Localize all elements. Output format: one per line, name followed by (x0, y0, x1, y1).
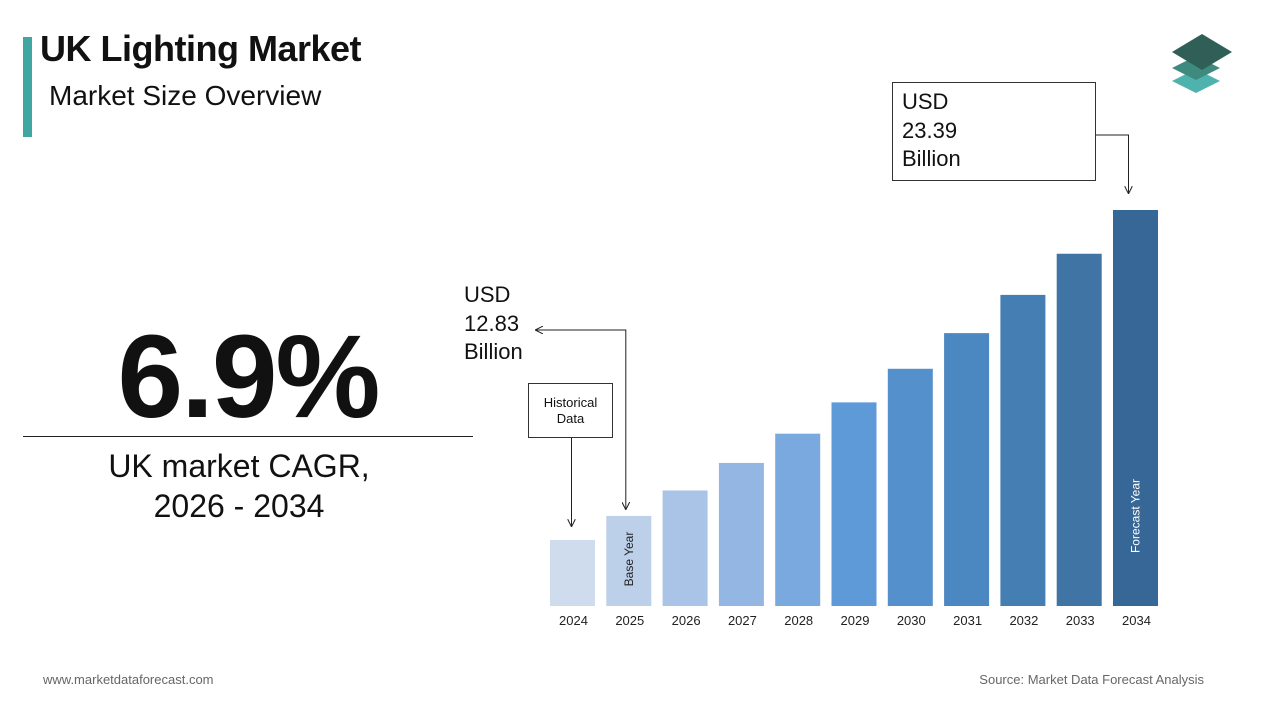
x-tick-label-2025: 2025 (615, 613, 644, 628)
bar-2026 (662, 490, 708, 606)
end-value-callout-box (892, 82, 1096, 181)
end-value-unit: Billion (902, 146, 961, 171)
x-tick-label-2031: 2031 (953, 613, 982, 628)
cagr-value: 6.9% (117, 311, 381, 443)
logo-layer-bottom (1172, 69, 1220, 93)
page-subtitle: Market Size Overview (49, 80, 322, 111)
page-title: UK Lighting Market (40, 28, 362, 69)
website-url[interactable]: www.marketdataforecast.com (43, 672, 214, 687)
x-tick-label-2026: 2026 (672, 613, 701, 628)
x-tick-label-2027: 2027 (728, 613, 757, 628)
start-value-callout: USD 12.83 Billion (464, 281, 523, 367)
bar-2033 (1056, 253, 1102, 606)
cagr-label: UK market CAGR, 2026 - 2034 (23, 446, 455, 526)
cagr-label-line1: UK market CAGR, (108, 448, 370, 484)
cagr-divider (23, 436, 473, 437)
bar-2028 (775, 433, 821, 606)
bar-2032 (1000, 294, 1046, 606)
bar-2031 (944, 333, 990, 606)
x-tick-label-2029: 2029 (841, 613, 870, 628)
bar-2025 (606, 515, 652, 606)
bar-label-2034: Forecast Year (1129, 479, 1143, 553)
logo-layer-top (1172, 34, 1232, 70)
bar-2034 (1113, 210, 1158, 606)
x-tick-label-2032: 2032 (1009, 613, 1038, 628)
end-value-callout: USD 23.39 Billion (902, 88, 961, 174)
bar-2024 (550, 540, 595, 606)
bar-2027 (718, 462, 764, 606)
x-tick-label-2028: 2028 (784, 613, 813, 628)
bar-2029 (831, 402, 877, 606)
historical-label-line2: Data (556, 410, 585, 426)
start-value-unit: Billion (464, 339, 523, 364)
title-accent-bar (23, 37, 32, 137)
cagr-label-line2: 2026 - 2034 (153, 488, 325, 524)
x-tick-label-2024: 2024 (559, 613, 588, 628)
logo-icon (1172, 34, 1232, 93)
historical-data-box: Historical Data (528, 383, 613, 438)
bar-2030 (887, 368, 933, 606)
historical-label-line1: Historical (543, 394, 598, 410)
start-value-arrow (536, 330, 626, 509)
end-value-currency: USD (902, 89, 949, 114)
end-value-amount: 23.39 (902, 117, 958, 143)
x-tick-label-2030: 2030 (897, 613, 926, 628)
bar-label-2025: Base Year (622, 532, 636, 587)
source-note: Source: Market Data Forecast Analysis (979, 672, 1204, 687)
start-value-amount: 12.83 (464, 310, 520, 336)
x-tick-label-2033: 2033 (1066, 613, 1095, 628)
start-value-currency: USD (464, 282, 511, 307)
x-tick-label-2034: 2034 (1122, 613, 1151, 628)
